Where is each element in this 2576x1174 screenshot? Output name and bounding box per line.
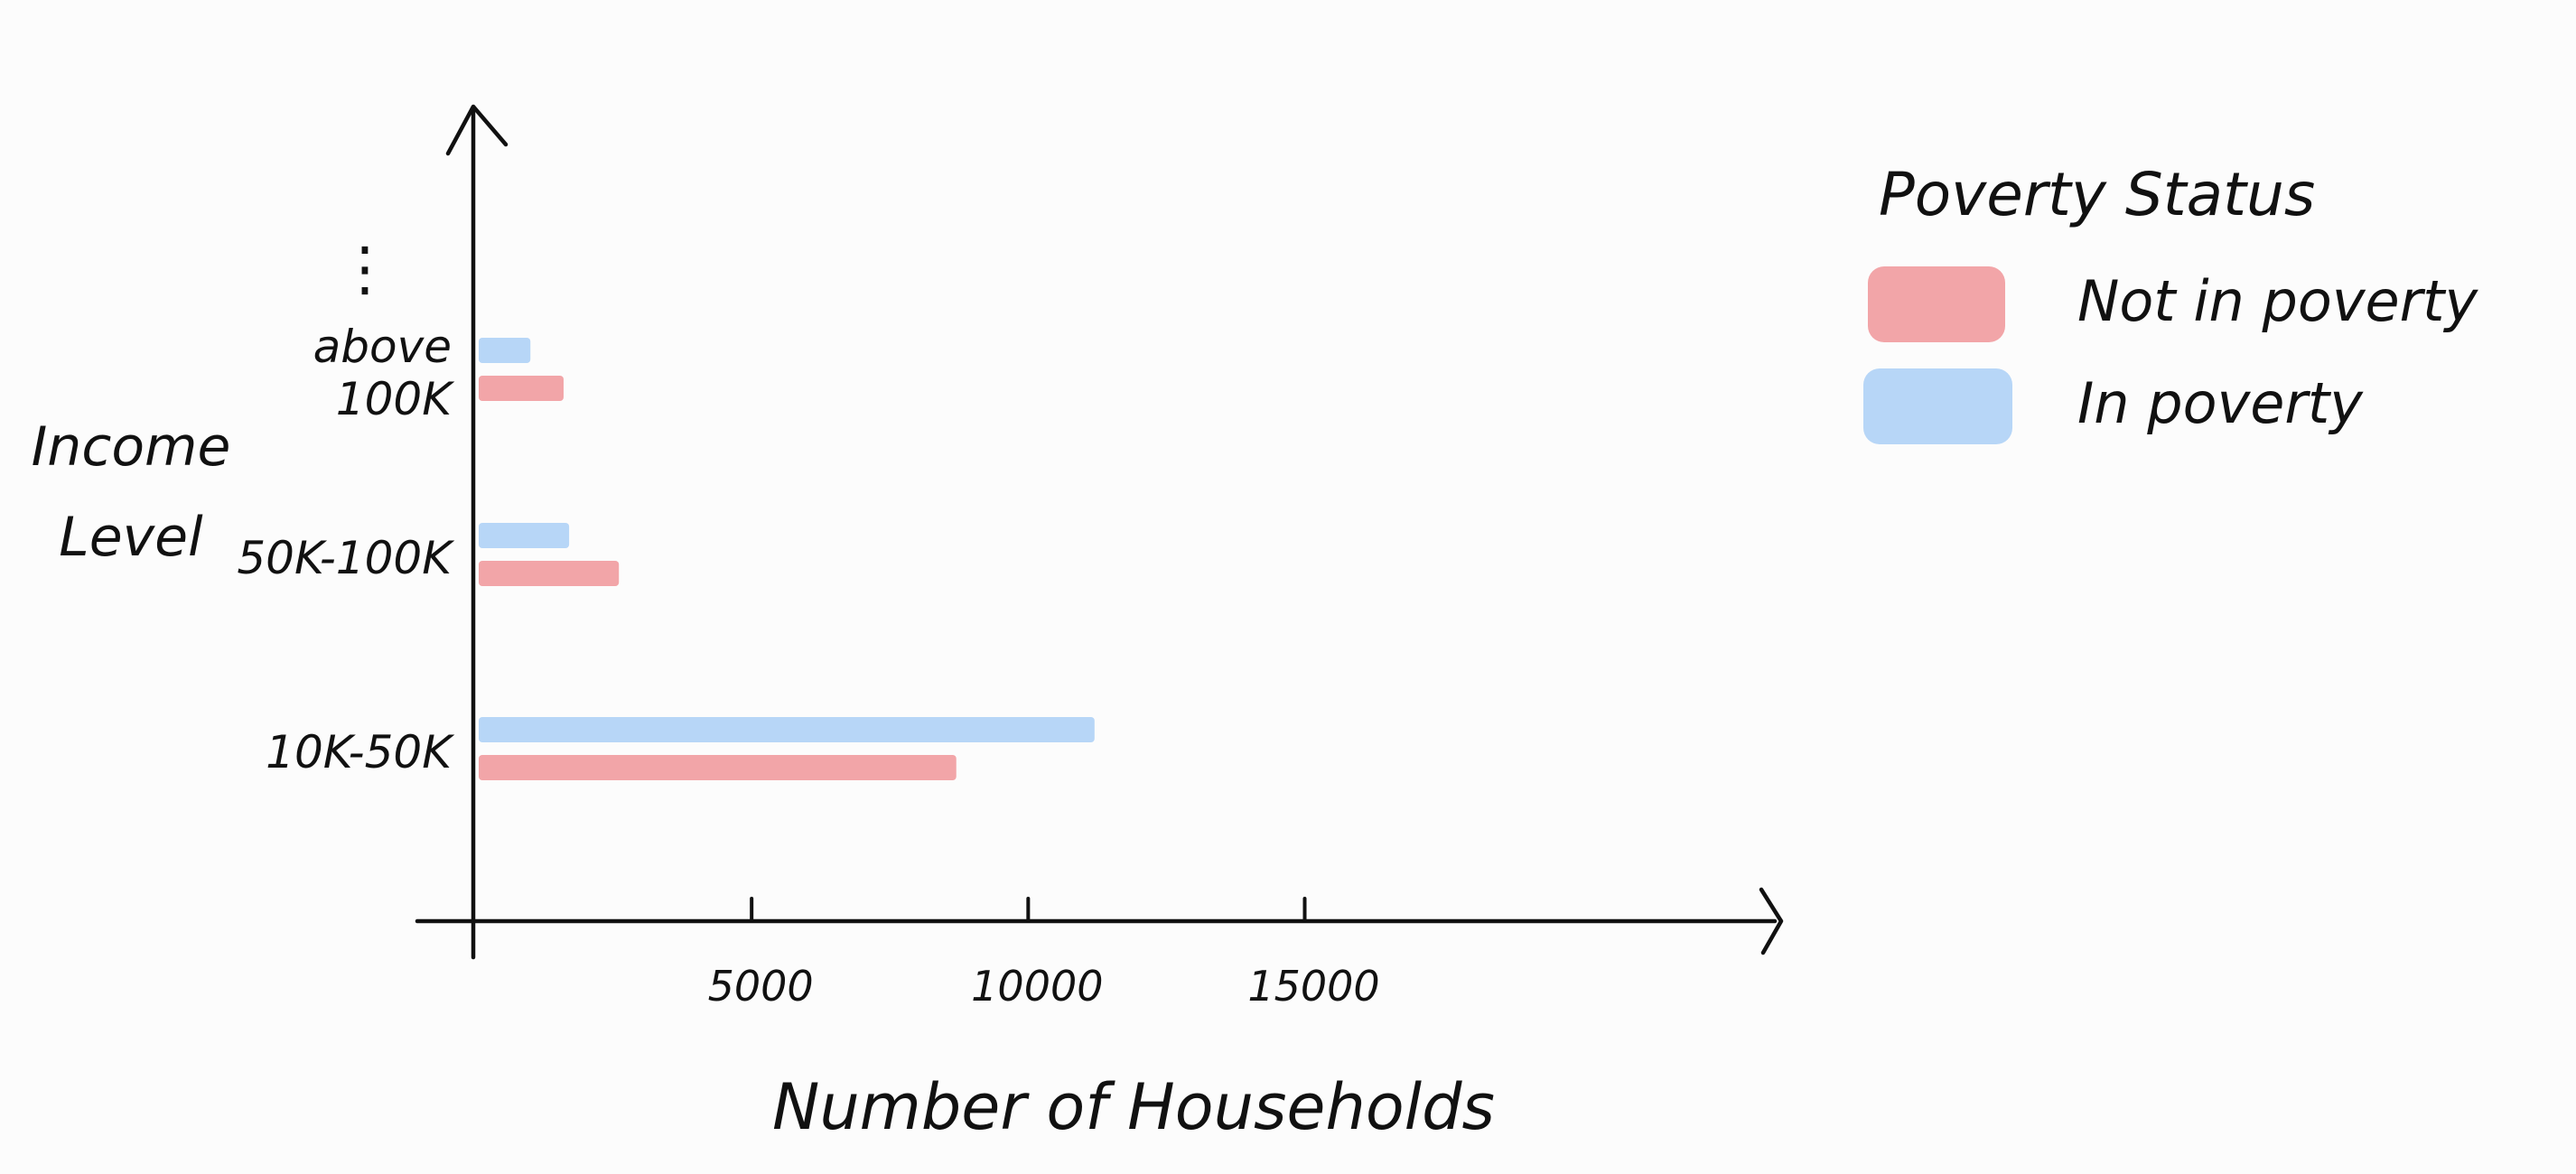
y-axis-label-line-2: Level [59,506,203,569]
x-axis-label: Number of Households [772,1070,1495,1144]
legend-title: Poverty Status [1879,160,2315,229]
bar-in-poverty-10k-50k [479,717,1095,742]
y-axis-arrowhead [445,104,509,156]
legend: Poverty Status Not in poverty In poverty [1863,160,2478,444]
bar-not-in-poverty-50k-100k [479,561,620,586]
legend-swatch-not-in-poverty [1868,266,2005,342]
axes [415,104,1784,960]
bar-not-in-poverty-10k-50k [479,755,957,780]
x-axis-arrowhead [1759,887,1784,955]
legend-label-not-in-poverty: Not in poverty [2077,268,2478,334]
bar-in-poverty-above-100k [479,338,531,363]
continuation-marker: ⋮ [335,234,395,303]
category-label-above-100k-line-1: above [313,321,452,373]
y-axis-label-line-1: Income [32,415,231,479]
x-tick-label-5000: 5000 [708,962,814,1011]
bars [479,338,1095,780]
x-tick-label-10000: 10000 [971,962,1103,1011]
x-tick-label-15000: 15000 [1247,962,1379,1011]
x-ticks: 5000 10000 15000 [708,897,1380,1011]
bar-not-in-poverty-above-100k [479,376,564,401]
category-label-above-100k-line-2: 100K [336,373,455,425]
legend-swatch-in-poverty [1863,368,2012,444]
category-label-10k-50k: 10K-50K [266,726,455,778]
legend-label-in-poverty: In poverty [2077,370,2364,436]
category-label-50k-100k: 50K-100K [237,532,455,584]
bar-in-poverty-50k-100k [479,523,570,548]
